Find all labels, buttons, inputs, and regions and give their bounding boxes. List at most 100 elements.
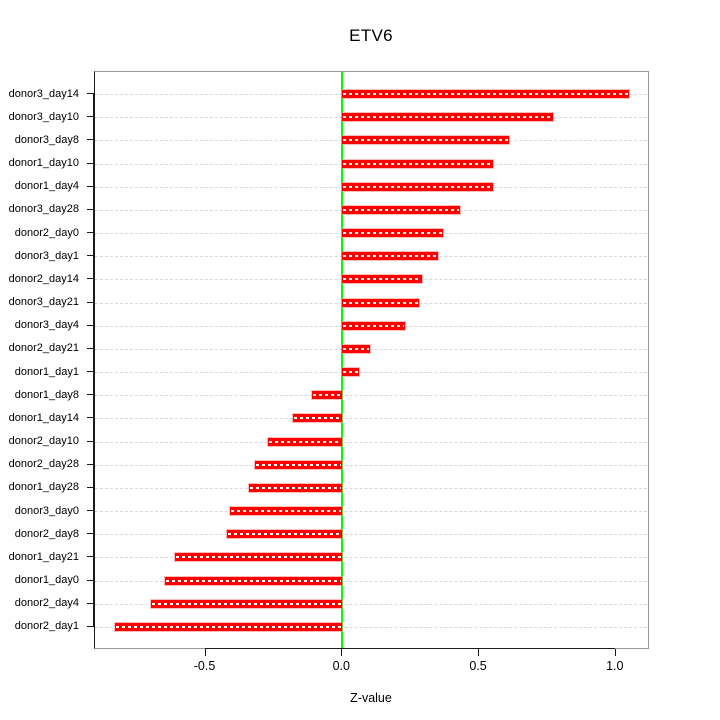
bar-center-dashes xyxy=(343,185,492,188)
x-tick-0.0 xyxy=(341,649,343,656)
y-tick xyxy=(87,232,94,234)
y-tick xyxy=(87,93,94,94)
y-tick xyxy=(87,579,94,581)
bar-donor2_day4 xyxy=(150,599,343,608)
y-tick xyxy=(87,162,94,164)
y-axis-label-donor3_day1: donor3_day1 xyxy=(14,249,79,262)
x-tick-0.5 xyxy=(478,649,480,656)
bar-center-dashes xyxy=(176,556,342,559)
gridline xyxy=(95,395,647,397)
y-axis-label-donor2_day4: donor2_day4 xyxy=(14,597,79,610)
gridline xyxy=(95,557,647,559)
y-axis-label-donor3_day8: donor3_day8 xyxy=(14,133,79,146)
bar-center-dashes xyxy=(343,162,492,165)
y-axis-label-donor1_day10: donor1_day10 xyxy=(8,157,79,169)
y-tick xyxy=(87,417,94,419)
x-axis-title: Z-value xyxy=(350,691,392,705)
bar-center-dashes xyxy=(343,116,552,119)
y-tick xyxy=(87,533,94,535)
y-axis-label-donor1_day0: donor1_day0 xyxy=(14,574,79,587)
y-tick xyxy=(87,510,94,512)
x-tick-1.0 xyxy=(614,649,616,656)
y-axis-label-donor2_day8: donor2_day8 xyxy=(14,527,79,540)
bar-donor1_day14 xyxy=(293,414,343,423)
y-tick xyxy=(87,139,94,141)
y-tick xyxy=(87,208,94,210)
y-axis-label-donor1_day8: donor1_day8 xyxy=(14,388,79,401)
gridline xyxy=(95,441,647,443)
y-tick xyxy=(87,440,94,442)
bar-donor1_day0 xyxy=(164,576,343,585)
bar-donor3_day14 xyxy=(342,90,630,98)
y-tick xyxy=(87,463,94,465)
bar-center-dashes xyxy=(165,579,342,582)
y-axis-label-donor1_day21: donor1_day21 xyxy=(8,550,79,563)
bar-donor2_day10 xyxy=(268,437,343,446)
y-tick xyxy=(87,301,94,303)
y-axis-label-donor2_day10: donor2_day10 xyxy=(8,435,79,448)
bar-center-dashes xyxy=(343,93,629,95)
bar-donor1_day1 xyxy=(342,368,359,377)
y-tick xyxy=(87,185,94,187)
y-tick xyxy=(87,556,94,558)
bar-donor1_day10 xyxy=(342,159,493,168)
bar-donor3_day4 xyxy=(342,321,406,330)
bar-center-dashes xyxy=(255,463,342,466)
y-axis-label-donor2_day0: donor2_day0 xyxy=(14,226,79,239)
plot-area xyxy=(94,71,649,649)
y-axis-label-donor1_day1: donor1_day1 xyxy=(14,365,79,378)
y-tick xyxy=(87,602,94,604)
bar-donor3_day1 xyxy=(342,252,439,261)
y-axis-line xyxy=(93,93,94,626)
bar-center-dashes xyxy=(343,232,443,235)
y-tick xyxy=(87,625,94,627)
gridline xyxy=(95,372,647,374)
bar-center-dashes xyxy=(343,301,418,304)
bar-donor3_day21 xyxy=(342,298,419,307)
bar-center-dashes xyxy=(313,394,342,397)
bar-donor1_day21 xyxy=(175,553,343,562)
bar-donor2_day1 xyxy=(115,622,343,631)
gridline xyxy=(95,580,647,582)
gridline xyxy=(95,534,647,536)
y-axis-label-donor2_day28: donor2_day28 xyxy=(8,458,79,471)
bar-donor3_day0 xyxy=(230,507,343,516)
y-axis-label-donor3_day10: donor3_day10 xyxy=(8,110,79,123)
bar-center-dashes xyxy=(343,324,405,327)
y-axis-label-donor1_day28: donor1_day28 xyxy=(8,481,79,494)
y-tick xyxy=(87,255,94,257)
gridline xyxy=(95,626,647,628)
y-tick xyxy=(87,486,94,488)
bar-center-dashes xyxy=(269,440,342,443)
bar-donor2_day21 xyxy=(342,344,370,353)
bar-center-dashes xyxy=(250,486,342,489)
bar-donor2_day14 xyxy=(342,275,422,284)
y-axis-label-donor3_day21: donor3_day21 xyxy=(8,296,79,309)
bar-donor1_day28 xyxy=(249,483,343,492)
y-axis-label-donor2_day14: donor2_day14 xyxy=(8,272,79,285)
y-tick xyxy=(87,324,94,326)
y-tick xyxy=(87,394,94,396)
bar-donor2_day28 xyxy=(254,460,343,469)
gridline xyxy=(95,603,647,605)
x-tick--0.5 xyxy=(204,649,206,656)
y-axis-label-donor1_day14: donor1_day14 xyxy=(8,411,79,424)
bar-donor2_day8 xyxy=(227,530,343,539)
x-axis-line xyxy=(204,648,615,649)
bar-donor3_day28 xyxy=(342,205,460,214)
gridline xyxy=(95,511,647,513)
bar-center-dashes xyxy=(343,278,421,281)
bar-center-dashes xyxy=(343,208,459,211)
bar-center-dashes xyxy=(343,255,438,258)
x-tick-label-0.0: 0.0 xyxy=(332,659,350,673)
bar-donor3_day10 xyxy=(342,113,553,122)
gridline xyxy=(95,418,647,420)
y-axis-label-donor3_day0: donor3_day0 xyxy=(14,504,79,517)
bar-donor3_day8 xyxy=(342,136,510,145)
bar-center-dashes xyxy=(228,533,342,536)
bar-center-dashes xyxy=(231,510,342,513)
x-tick-label--0.5: -0.5 xyxy=(193,659,216,673)
y-tick xyxy=(87,347,94,349)
y-tick xyxy=(87,278,94,280)
